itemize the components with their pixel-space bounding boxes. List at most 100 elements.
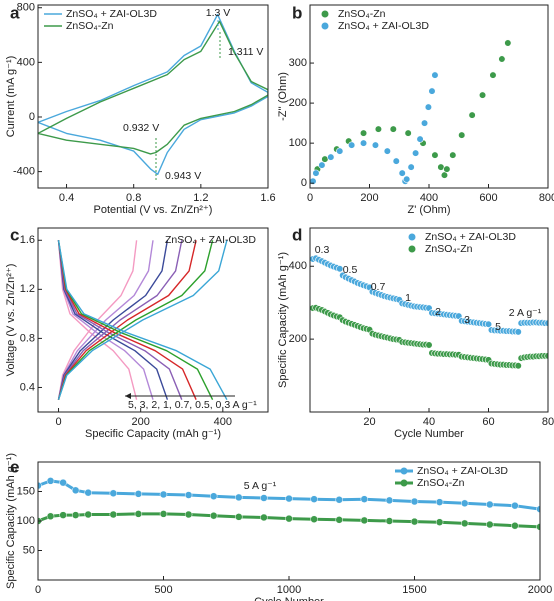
axes-frame	[37, 4, 269, 189]
legend-swatch	[321, 22, 329, 30]
x-tick-label: 600	[479, 192, 497, 204]
series-line	[57, 240, 138, 400]
y-tick-label: 300	[289, 57, 307, 69]
scatter-point	[336, 147, 344, 155]
legend-swatch	[321, 10, 329, 18]
scatter-point	[412, 149, 420, 157]
x-tick-label: 20	[363, 416, 375, 428]
annotation: 1.311 V	[228, 46, 263, 58]
series-point	[335, 496, 343, 504]
x-axis-title: Z' (Ohm)	[407, 204, 450, 216]
series-point	[460, 499, 469, 508]
series-point	[260, 513, 268, 522]
legend-label: ZnSO₄-Zn	[417, 477, 465, 489]
series-point	[84, 510, 92, 519]
series-point	[235, 493, 243, 502]
x-axis-title: Potential (V vs. Zn/Zn²⁺)	[94, 204, 213, 216]
scatter-point	[514, 328, 522, 336]
y-tick-label: 0.8	[20, 332, 35, 344]
scatter-point	[398, 169, 406, 177]
legend-label: ZnSO₄-Zn	[338, 8, 386, 20]
x-tick-label: 400	[214, 416, 232, 428]
plot-area	[38, 477, 540, 531]
series-point	[184, 510, 193, 519]
x-tick-label: 0	[35, 584, 41, 596]
y-tick-label: 1.6	[20, 234, 35, 246]
scatter-point	[449, 151, 457, 159]
y-tick-label: 100	[289, 137, 307, 149]
x-tick-label: 40	[423, 416, 435, 428]
panel-label: b	[292, 3, 302, 22]
series-line	[57, 240, 197, 400]
scatter-point	[443, 165, 451, 173]
series-point	[109, 489, 118, 498]
plot-area	[57, 240, 228, 401]
x-tick-label: 1500	[402, 584, 426, 596]
scatter-point	[374, 125, 383, 133]
x-tick-label: 80	[542, 416, 554, 428]
series-point	[511, 501, 519, 510]
x-tick-label: 0.8	[126, 192, 141, 204]
x-axis-title: Cycle Number	[394, 428, 464, 440]
series-point	[71, 511, 80, 519]
series-line	[57, 240, 197, 400]
scatter-point	[371, 141, 380, 149]
scatter-point	[484, 320, 493, 328]
y-tick-label: 150	[17, 485, 35, 497]
scatter-point	[318, 161, 326, 169]
x-tick-label: 0	[55, 416, 61, 428]
annotation: 0.943 V	[165, 170, 201, 182]
x-tick-label: 60	[482, 416, 494, 428]
scatter-point	[404, 129, 412, 137]
series-line	[57, 240, 228, 400]
axes-frame	[309, 4, 549, 189]
annotation: 5 A g⁻¹	[244, 480, 277, 492]
series-point	[385, 517, 394, 525]
scatter-point	[359, 139, 368, 147]
x-tick-label: 1.6	[260, 192, 275, 204]
y-axis-title: Specific Capacity (mAh g⁻¹)	[5, 453, 17, 589]
y-tick-label: 1.2	[20, 283, 35, 295]
scatter-point	[514, 362, 522, 370]
series-point	[46, 512, 55, 521]
legend-swatch	[400, 467, 408, 475]
series-line	[57, 240, 154, 400]
x-tick-label: 2000	[528, 584, 552, 596]
series-point	[235, 513, 243, 521]
scatter-point	[392, 157, 400, 165]
y-tick-label: 100	[17, 515, 35, 527]
axes-frame	[37, 227, 269, 413]
series-point	[285, 494, 293, 503]
annotation: 2 A g⁻¹	[509, 307, 542, 319]
legend-swatch	[408, 233, 416, 241]
series-point	[38, 481, 42, 490]
series-point	[310, 495, 318, 503]
legend-label: ZnSO₄-Zn	[425, 243, 473, 255]
series-point	[410, 517, 419, 526]
y-tick-label: 400	[289, 260, 307, 272]
series-point	[360, 516, 369, 525]
series-point	[209, 511, 218, 520]
legend-label: ZnSO₄ + ZAI-OL3D	[338, 20, 429, 32]
panel-label: c	[10, 225, 19, 244]
scatter-point	[437, 163, 445, 171]
series-point	[435, 498, 444, 506]
annotation: 0.932 V	[123, 122, 159, 134]
legend-swatch	[400, 479, 408, 487]
y-tick-label: 50	[23, 544, 35, 556]
y-axis-title: Voltage (V vs. Zn/Zn²⁺)	[5, 264, 17, 377]
scatter-point	[424, 103, 433, 111]
scatter-point	[383, 147, 391, 155]
series-point	[159, 490, 168, 499]
scatter-point	[431, 151, 439, 159]
series-point	[46, 477, 55, 485]
scatter-point	[458, 131, 466, 139]
x-tick-label: 500	[154, 584, 172, 596]
series-point	[310, 515, 318, 523]
panel-label: d	[292, 225, 302, 244]
x-axis-title: Cycle Number	[254, 596, 324, 601]
scatter-point	[407, 163, 415, 171]
legend-label: ZnSO₄ + ZAI-OL3D	[417, 465, 508, 477]
y-tick-label: 200	[289, 97, 307, 109]
scatter-point	[428, 87, 436, 95]
